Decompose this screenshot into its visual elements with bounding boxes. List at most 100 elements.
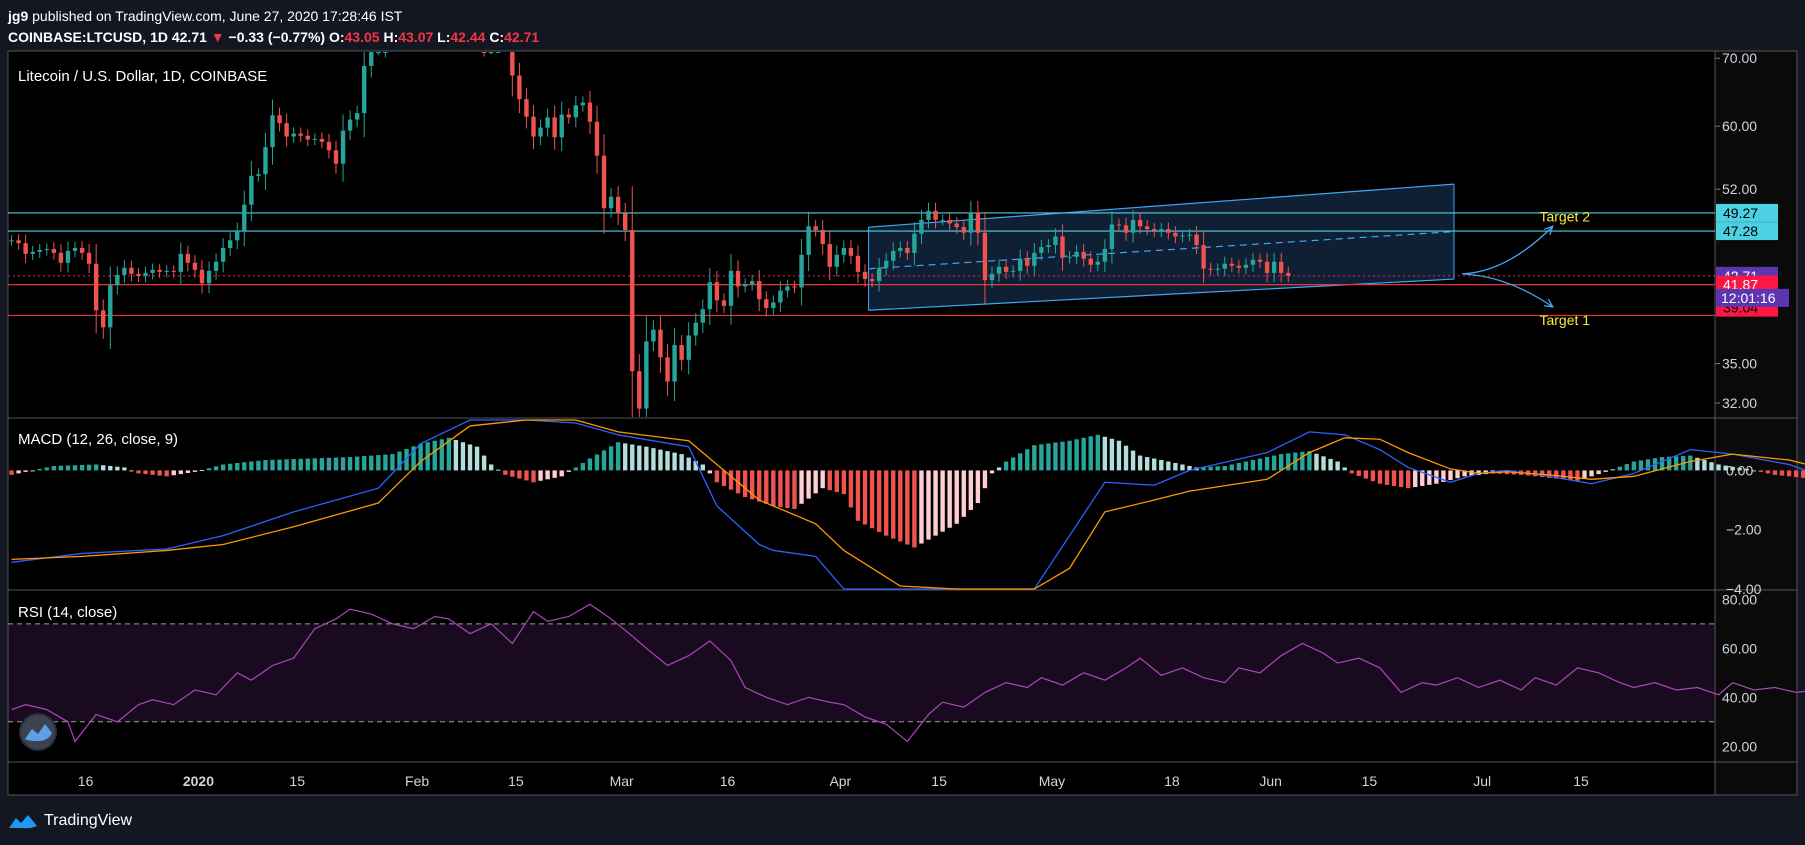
candle-body (319, 138, 325, 142)
candle-body (249, 175, 254, 205)
candle-body (1229, 263, 1235, 266)
macd-histogram-bar (37, 468, 42, 471)
macd-histogram-bar (376, 455, 381, 471)
macd-histogram-bar (1603, 470, 1608, 472)
rsi-band-background (8, 623, 1715, 722)
candle-body (199, 269, 205, 284)
candle-body (862, 271, 868, 280)
candle-body (1152, 229, 1157, 231)
candle-body (693, 322, 698, 336)
candle-body (947, 219, 952, 224)
macd-histogram-bar (1187, 465, 1192, 471)
macd-histogram-bar (820, 470, 825, 489)
candle-body (115, 274, 120, 286)
macd-histogram-bar (742, 470, 748, 498)
candle-body (1109, 224, 1115, 249)
arrow-head (1543, 298, 1554, 308)
macd-histogram-bar (1222, 465, 1227, 471)
macd-histogram-bar (989, 470, 995, 474)
macd-histogram-bar (1314, 453, 1319, 471)
macd-histogram-bar (538, 470, 543, 481)
macd-histogram-bar (1455, 470, 1460, 479)
candle-body (51, 248, 57, 253)
macd-histogram-bar (263, 460, 268, 471)
rsi-tick-label: 20.00 (1722, 738, 1757, 754)
time-tick-label: 2020 (183, 773, 214, 789)
high-label: H: (383, 29, 399, 45)
symbol-label[interactable]: COINBASE:LTCUSD, 1D (8, 29, 168, 45)
candle-body (305, 135, 310, 140)
channel-median-line[interactable] (868, 230, 1455, 270)
macd-histogram-bar (171, 470, 176, 476)
candle-body (150, 269, 155, 273)
chart-frame (7, 50, 1798, 796)
macd-histogram-bar (256, 460, 261, 471)
macd-histogram-bar (30, 470, 35, 472)
macd-histogram-bar (834, 470, 839, 493)
time-tick-label: Jun (1259, 773, 1282, 789)
candle-body (1257, 259, 1263, 262)
candle-body (644, 341, 649, 409)
candle-body (524, 99, 529, 117)
candle-body (16, 240, 21, 244)
candle-body (1010, 270, 1016, 272)
macd-histogram-bar (580, 462, 586, 471)
macd-histogram-bar (566, 470, 571, 472)
parallel-channel-fill[interactable] (868, 184, 1455, 311)
macd-histogram-bar (764, 470, 769, 504)
candle-body (658, 329, 663, 358)
tradingview-logo-icon[interactable] (8, 812, 38, 830)
macd-histogram-bar (1568, 470, 1573, 481)
rsi-tick-label: 40.00 (1722, 689, 1757, 705)
horizontal-levels (8, 212, 1715, 317)
macd-histogram-bar (961, 470, 966, 517)
macd-histogram-bar (799, 470, 804, 504)
open-value: 43.05 (344, 29, 380, 45)
macd-histogram-bar (496, 469, 501, 471)
publisher-name[interactable]: jg9 (8, 8, 29, 24)
candle-body (933, 210, 938, 220)
macd-histogram-bar (665, 451, 670, 471)
candle-body (566, 114, 571, 118)
macd-histogram-bar (1624, 464, 1630, 471)
candle-body (1067, 256, 1072, 258)
target-arrow (1461, 225, 1554, 275)
macd-histogram-bar (749, 470, 755, 500)
candle-body (869, 279, 875, 282)
candle-body (242, 204, 247, 231)
macd-histogram-bar (164, 470, 169, 477)
macd-histogram-bar (1307, 451, 1312, 471)
macd-histogram-bar (136, 470, 141, 474)
time-tick-label: 15 (289, 773, 305, 789)
macd-histogram-bar (679, 454, 684, 471)
candle-body (608, 196, 614, 209)
candle-body (615, 196, 621, 214)
candle-body (326, 141, 332, 151)
candle-body (679, 345, 684, 360)
macd-histogram-bar (1342, 467, 1347, 471)
macd-histogram-bar (1772, 470, 1778, 475)
macd-histogram-bar (1123, 445, 1129, 471)
macd-histogram-bar (143, 470, 148, 475)
footer-brand[interactable]: TradingView (44, 812, 133, 829)
macd-histogram-bar (298, 458, 303, 471)
candle-body (263, 147, 268, 175)
tradingview-badge[interactable] (19, 713, 57, 751)
macd-histogram-bar (101, 465, 106, 471)
macd-histogram-bar (841, 470, 847, 495)
macd-histogram-bar (291, 459, 296, 471)
candle-body (1137, 219, 1143, 227)
time-tick-label: 16 (720, 773, 736, 789)
candle-body (1003, 266, 1009, 272)
macd-histogram-bar (630, 444, 635, 471)
macd-histogram-bar (178, 470, 184, 475)
countdown-badge (1716, 288, 1789, 307)
candle-body (601, 155, 607, 209)
channel-upper-line[interactable] (868, 183, 1455, 228)
macd-histogram-bar (552, 470, 557, 478)
macd-histogram-bar (1286, 453, 1291, 471)
macd-histogram-bar (1173, 462, 1178, 471)
candle-body (1159, 229, 1164, 231)
macd-histogram-bar (418, 443, 423, 471)
